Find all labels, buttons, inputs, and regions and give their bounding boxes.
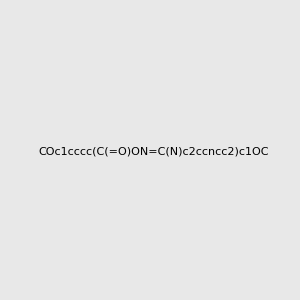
Text: COc1cccc(C(=O)ON=C(N)c2ccncc2)c1OC: COc1cccc(C(=O)ON=C(N)c2ccncc2)c1OC (38, 146, 269, 157)
